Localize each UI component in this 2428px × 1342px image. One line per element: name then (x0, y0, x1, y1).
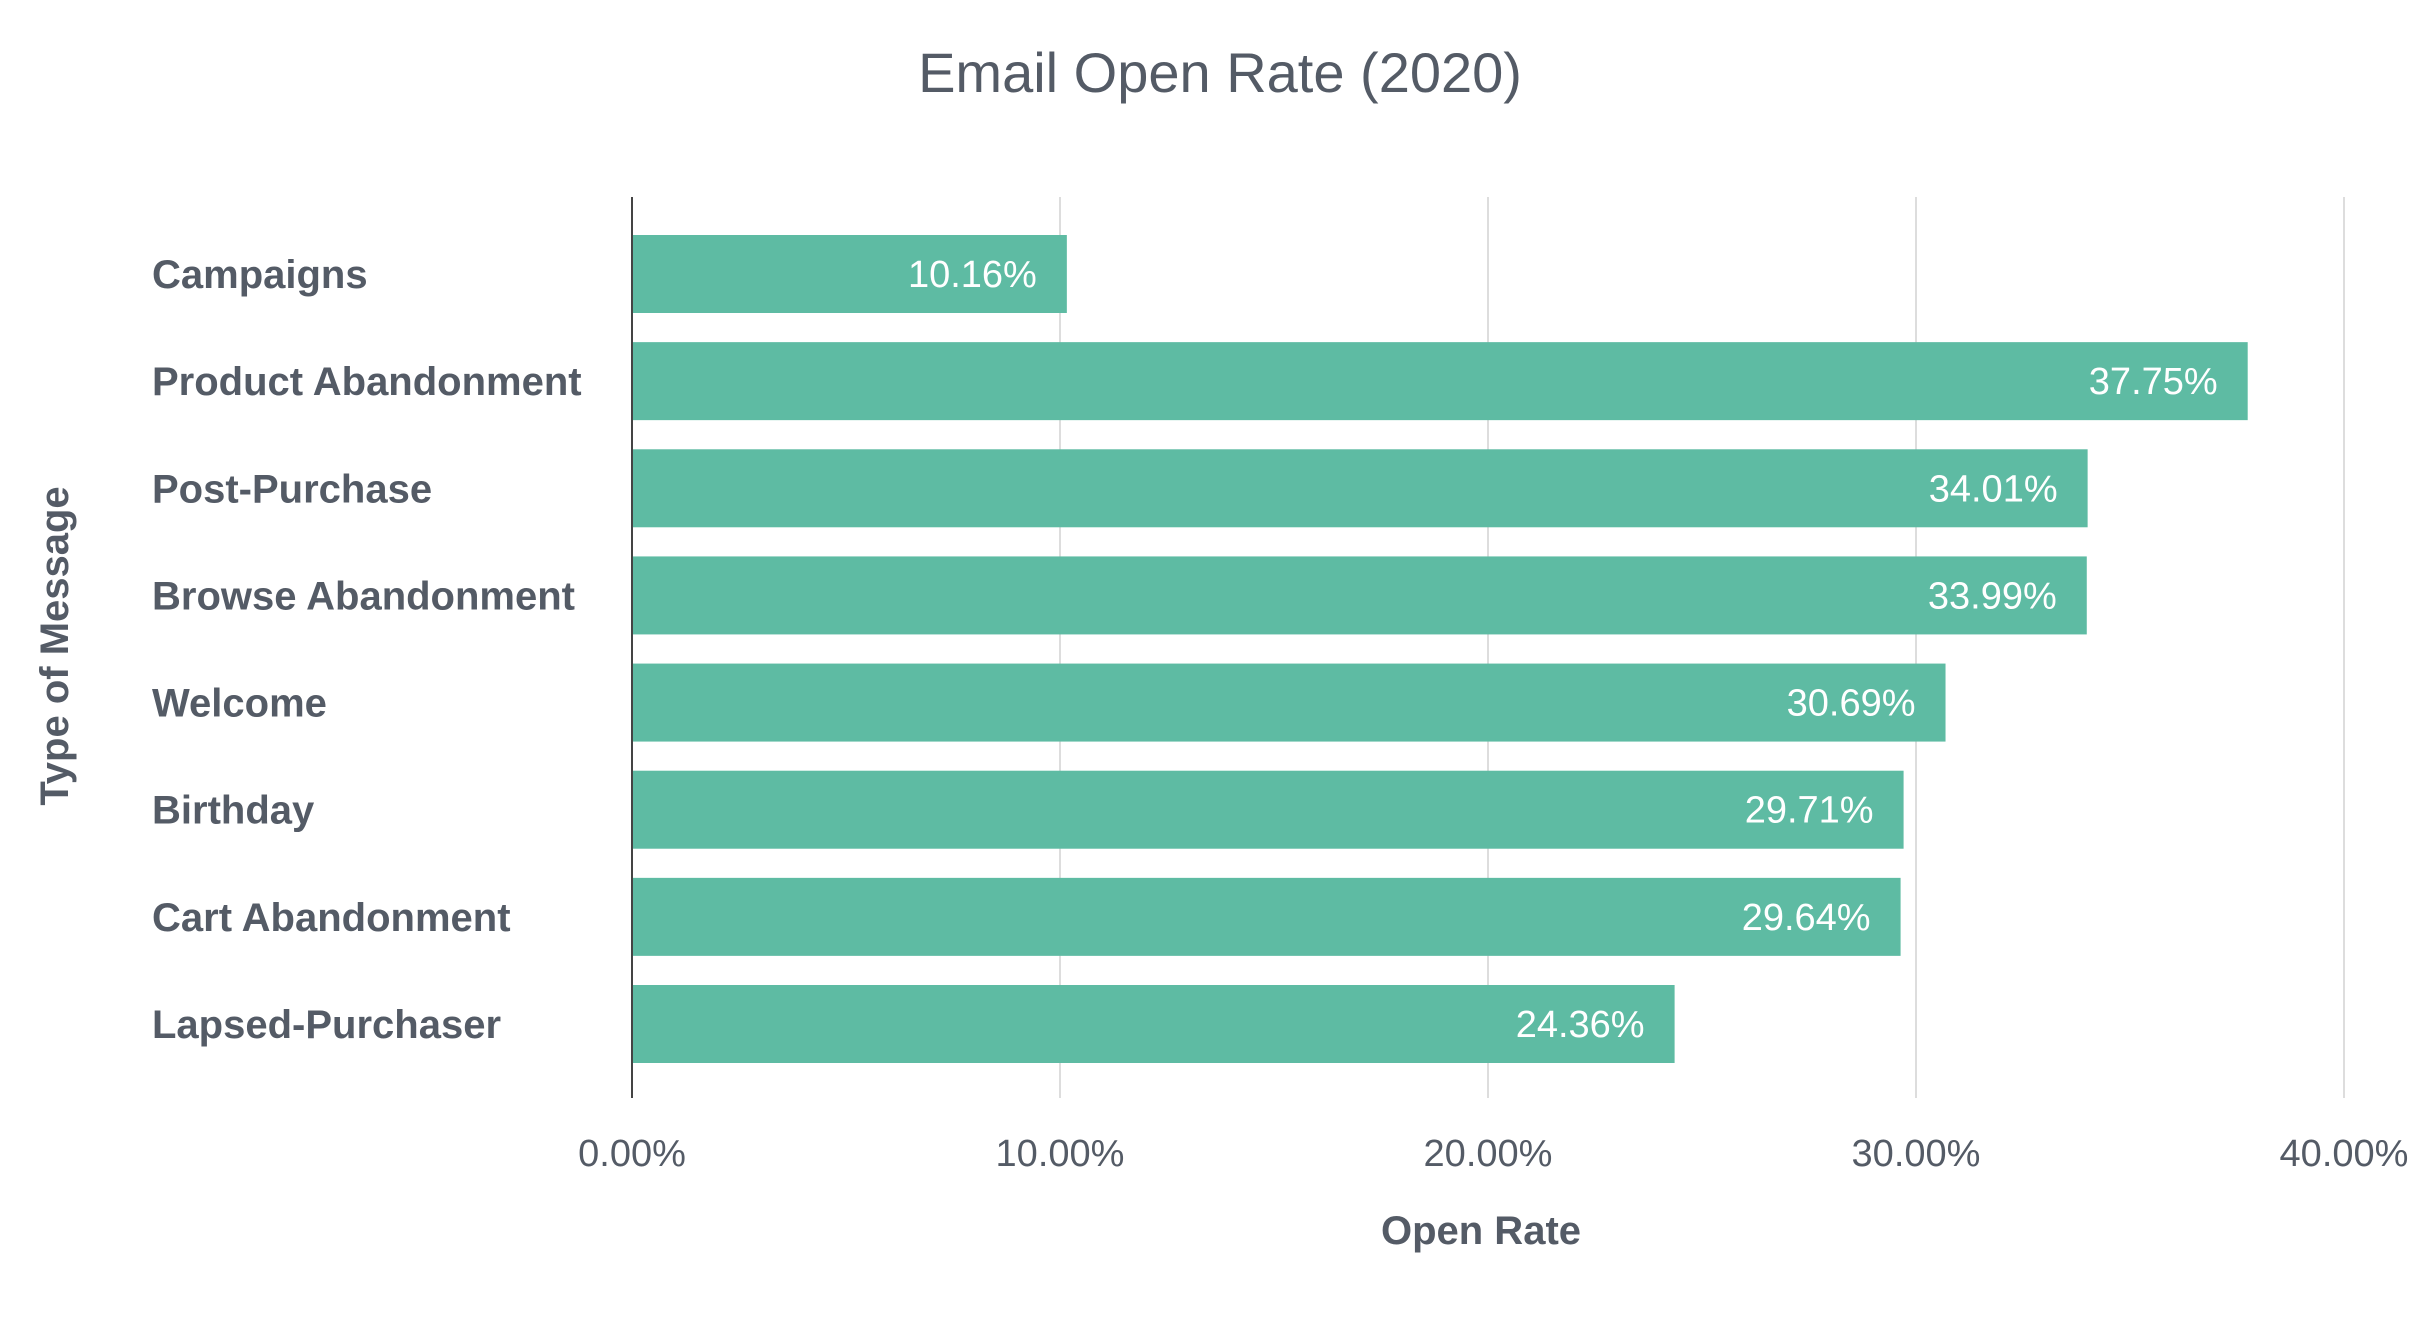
category-label: Welcome (152, 682, 327, 726)
category-label: Post-Purchase (152, 467, 432, 511)
bar-data-label: 29.71% (1745, 790, 1874, 832)
category-label: Browse Abandonment (152, 574, 575, 618)
bar (632, 770, 1904, 849)
y-axis-title: Type of Message (33, 486, 77, 805)
x-axis-title: Open Rate (1381, 1209, 1581, 1253)
bar (632, 663, 1946, 742)
bar-data-label: 30.69% (1787, 683, 1916, 725)
bar (632, 342, 2248, 421)
bar-data-label: 34.01% (1929, 468, 2058, 510)
x-tick-label: 30.00% (1852, 1133, 1981, 1175)
bar (632, 235, 1067, 313)
x-tick-label: 10.00% (996, 1133, 1125, 1175)
category-label: Product Abandonment (152, 360, 582, 404)
x-tick-label: 40.00% (2280, 1133, 2409, 1175)
bar-data-label: 10.16% (908, 254, 1037, 296)
bars (632, 235, 2248, 1063)
bar-data-label: 37.75% (2089, 361, 2218, 403)
bar-data-label: 33.99% (1928, 575, 2057, 617)
category-label: Lapsed-Purchaser (152, 1003, 501, 1047)
category-label: Campaigns (152, 253, 368, 297)
x-tick-label: 20.00% (1424, 1133, 1553, 1175)
labels: 0.00% 10.00% 20.00% 30.00% 40.00% 10.16% Campa… (152, 253, 2408, 1175)
bar-data-label: 29.64% (1742, 897, 1871, 939)
category-label: Cart Abandonment (152, 896, 511, 940)
bar (632, 985, 1675, 1063)
bar-data-label: 24.36% (1516, 1004, 1645, 1046)
gridlines (1059, 197, 2345, 1098)
bar (632, 449, 2088, 528)
chart-title: Email Open Rate (2020) (918, 41, 1522, 104)
x-tick-label: 0.00% (578, 1133, 686, 1175)
bar (632, 556, 2087, 635)
bar (632, 877, 1901, 956)
category-label: Birthday (152, 789, 315, 833)
